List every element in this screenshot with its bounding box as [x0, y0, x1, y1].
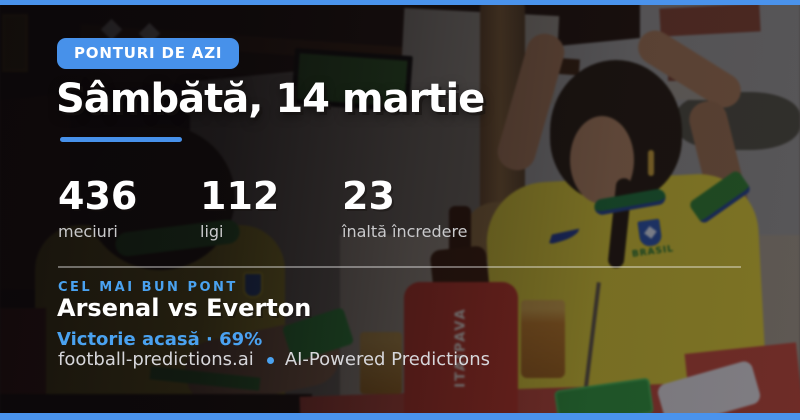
daily-tips-badge: PONTURI DE AZI — [57, 38, 240, 69]
top-accent-bar — [0, 0, 800, 5]
tagline: AI-Powered Predictions — [284, 349, 490, 370]
best-bet-match: Arsenal vs Everton — [57, 294, 312, 322]
footer: football-predictions.ai AI-Powered Predi… — [58, 349, 490, 370]
date-title: Sâmbătă, 14 martie — [56, 76, 485, 122]
section-divider — [58, 266, 741, 268]
stat-label: înaltă încredere — [342, 221, 468, 241]
best-bet-prediction: Victorie acasă · 69% — [57, 329, 263, 350]
best-bet-eyebrow: CEL MAI BUN PONT — [58, 280, 238, 295]
stat-value: 436 — [58, 174, 138, 218]
dot-separator-icon — [266, 357, 274, 364]
stat-high-confidence: 23 înaltă încredere — [342, 174, 468, 241]
stat-label: ligi — [200, 221, 224, 241]
stat-value: 112 — [200, 174, 280, 218]
title-underline — [60, 137, 182, 142]
stat-matches: 436 meciuri — [58, 174, 200, 241]
stat-label: meciuri — [58, 221, 118, 241]
stat-value: 23 — [342, 174, 395, 218]
site-name: football-predictions.ai — [58, 349, 254, 370]
bottom-accent-bar — [0, 413, 800, 420]
stat-leagues: 112 ligi — [200, 174, 342, 241]
stats-row: 436 meciuri 112 ligi 23 înaltă încredere — [58, 174, 468, 241]
